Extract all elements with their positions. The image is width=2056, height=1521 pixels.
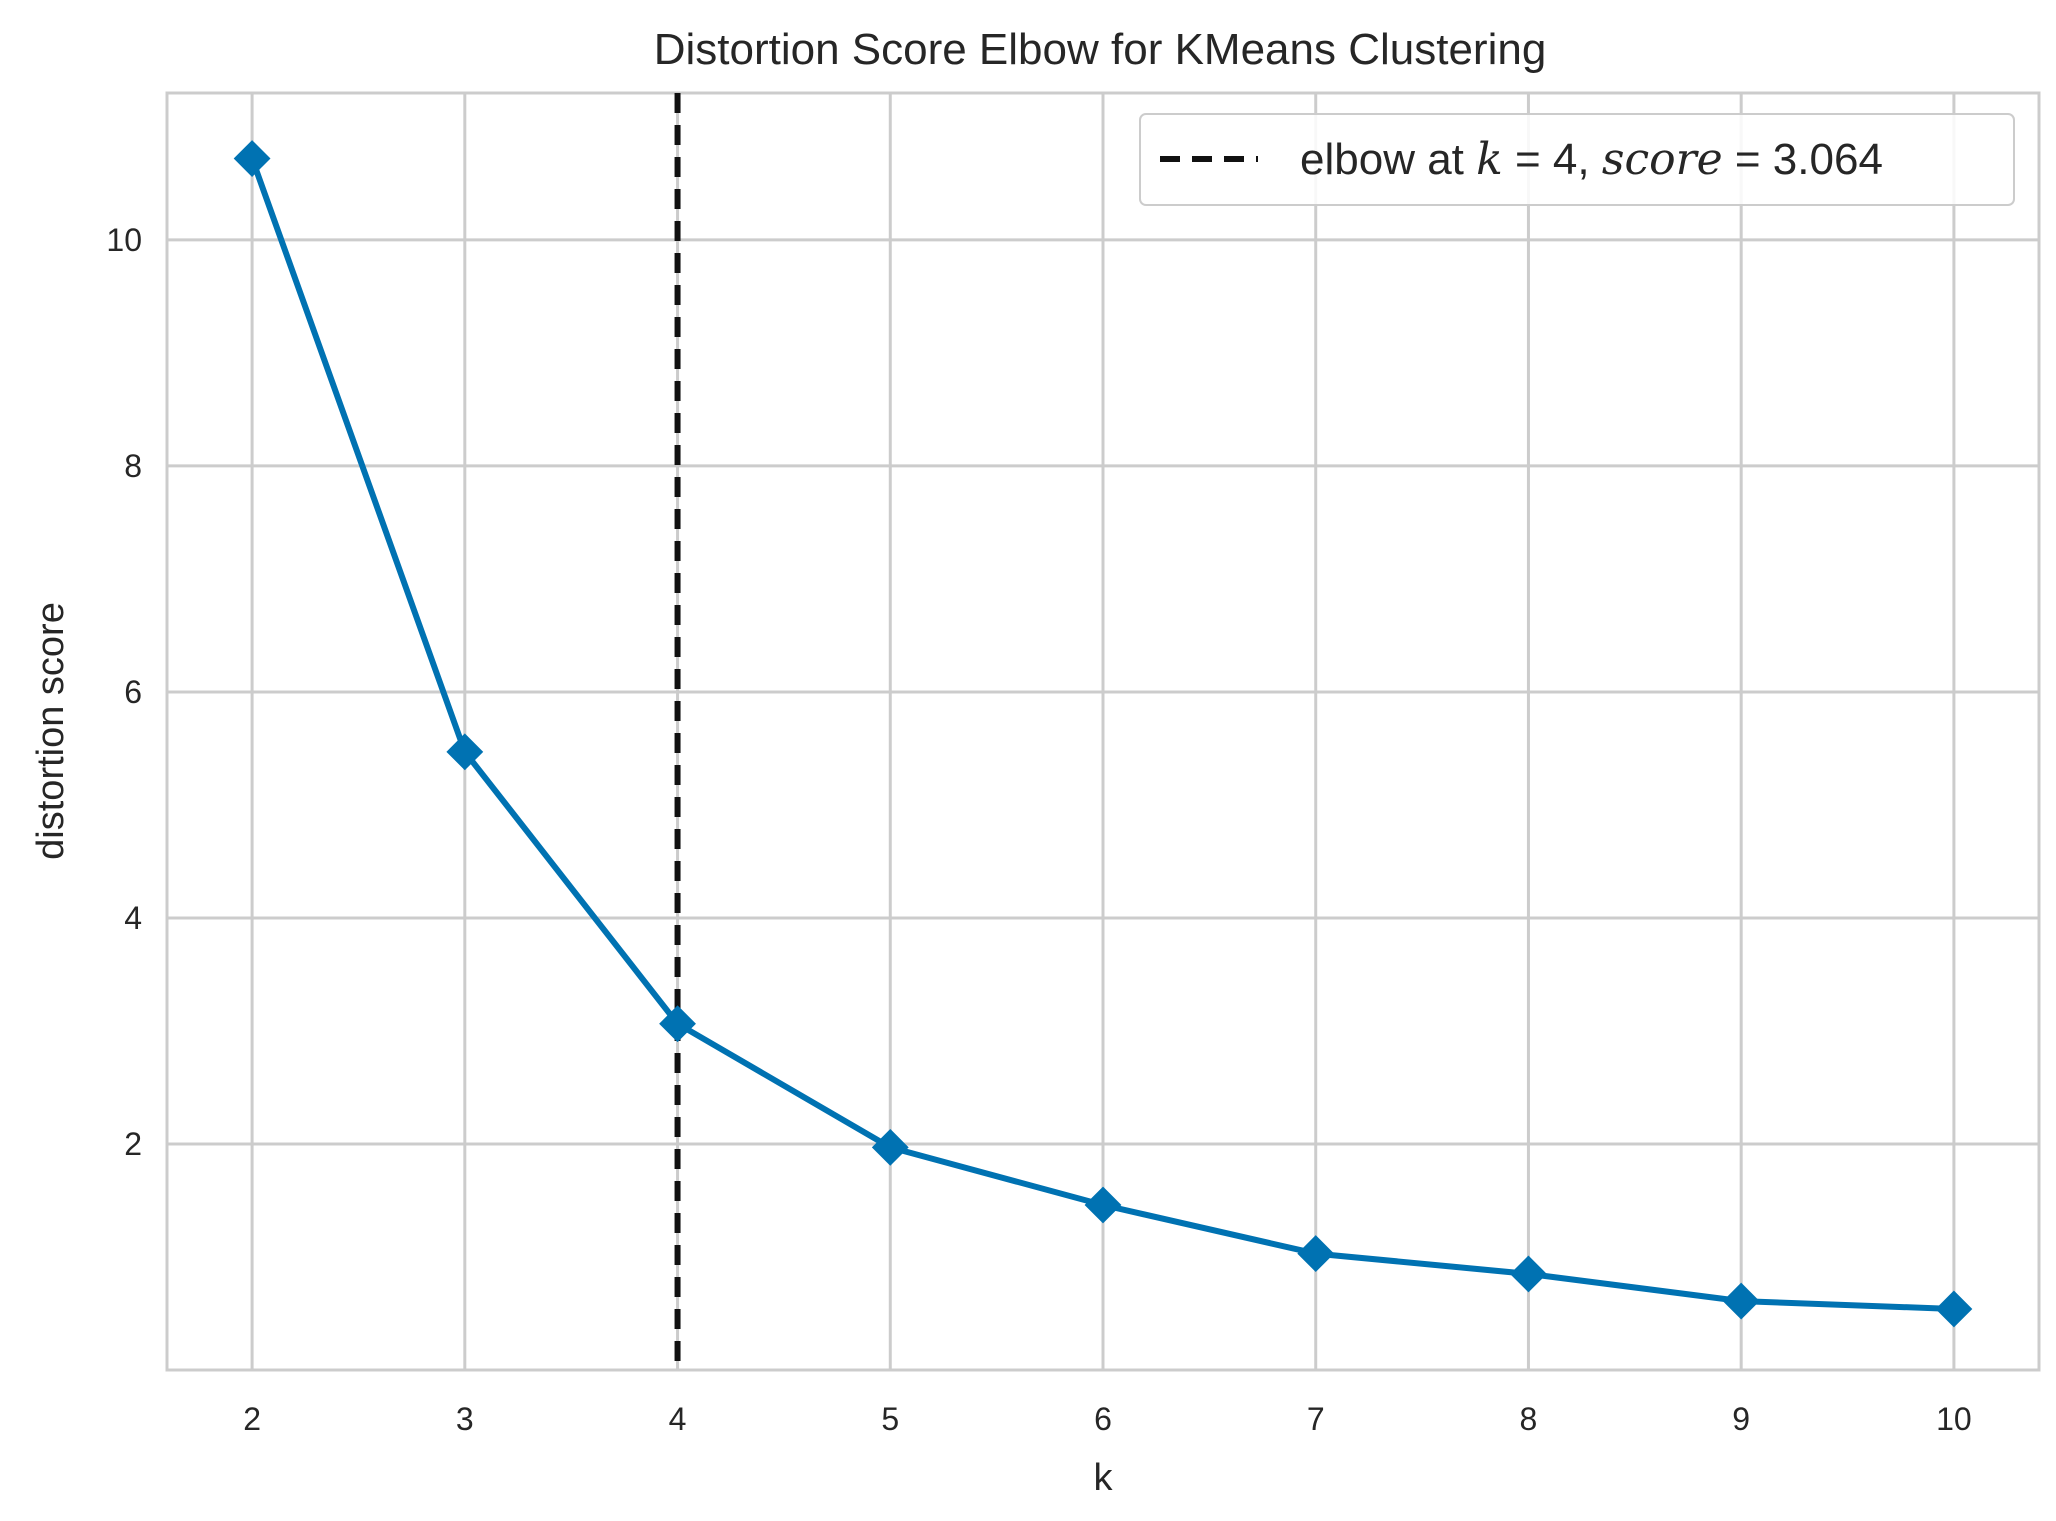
x-tick-label: 9 — [1732, 1401, 1750, 1437]
legend-label: elbow at k = 4, score = 3.064 — [1300, 134, 1883, 185]
x-axis-label: k — [1094, 1457, 1114, 1499]
legend-box — [1139, 113, 2015, 206]
x-tick-label: 5 — [881, 1401, 899, 1437]
legend-score-symbol: score — [1602, 134, 1723, 185]
x-tick-label: 8 — [1520, 1401, 1538, 1437]
y-axis-label: distortion score — [30, 602, 72, 860]
data-point-marker — [233, 140, 271, 177]
data-point-marker — [446, 733, 484, 771]
legend-prefix: elbow at — [1300, 135, 1476, 184]
data-point-marker — [1510, 1255, 1547, 1293]
x-tick-label: 3 — [456, 1401, 474, 1437]
legend-k-symbol: k — [1476, 134, 1503, 185]
x-tick-label: 10 — [1936, 1401, 1972, 1437]
data-point-marker — [1935, 1290, 1973, 1328]
x-tick-label: 6 — [1094, 1401, 1112, 1437]
legend-score-value: = 3.064 — [1723, 135, 1883, 184]
y-tick-label: 10 — [106, 222, 142, 258]
data-point-markers — [233, 140, 1973, 1328]
y-tick-label: 2 — [124, 1126, 142, 1162]
x-tick-label: 2 — [243, 1401, 261, 1437]
chart-title: Distortion Score Elbow for KMeans Cluste… — [654, 25, 1547, 74]
x-tick-label: 7 — [1307, 1401, 1325, 1437]
data-point-marker — [1722, 1282, 1760, 1320]
y-tick-labels: 2 4 6 8 10 — [106, 222, 142, 1162]
data-point-marker — [659, 1005, 696, 1043]
data-point-marker — [871, 1128, 909, 1166]
legend-k-value: = 4, — [1503, 135, 1602, 184]
y-tick-label: 8 — [124, 448, 142, 484]
data-point-marker — [1084, 1186, 1122, 1224]
x-tick-label: 4 — [669, 1401, 687, 1437]
y-tick-label: 4 — [124, 900, 142, 936]
x-tick-labels: 2 3 4 5 6 7 8 9 10 — [243, 1401, 1972, 1437]
data-point-marker — [1297, 1235, 1335, 1273]
y-tick-label: 6 — [124, 674, 142, 710]
grid-lines — [167, 93, 2039, 1370]
legend: elbow at k = 4, score = 3.064 — [1139, 113, 2015, 206]
plot-frame — [165, 91, 2041, 1372]
